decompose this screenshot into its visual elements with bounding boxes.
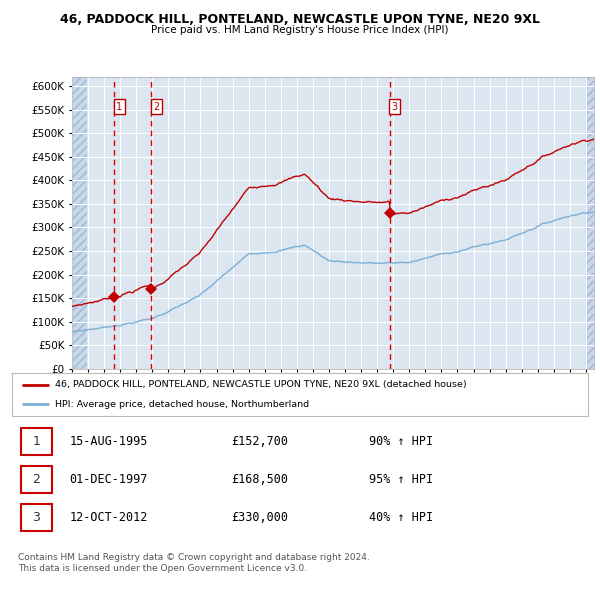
Text: 1: 1 — [116, 101, 122, 112]
Text: 95% ↑ HPI: 95% ↑ HPI — [369, 473, 433, 486]
Text: 40% ↑ HPI: 40% ↑ HPI — [369, 511, 433, 524]
Text: 15-AUG-1995: 15-AUG-1995 — [70, 435, 148, 448]
Text: 1: 1 — [32, 435, 40, 448]
Text: Price paid vs. HM Land Registry's House Price Index (HPI): Price paid vs. HM Land Registry's House … — [151, 25, 449, 35]
FancyBboxPatch shape — [20, 428, 52, 455]
Text: 90% ↑ HPI: 90% ↑ HPI — [369, 435, 433, 448]
Text: 3: 3 — [32, 511, 40, 524]
Text: £330,000: £330,000 — [231, 511, 288, 524]
FancyBboxPatch shape — [20, 466, 52, 493]
Text: 3: 3 — [392, 101, 398, 112]
Text: 46, PADDOCK HILL, PONTELAND, NEWCASTLE UPON TYNE, NE20 9XL: 46, PADDOCK HILL, PONTELAND, NEWCASTLE U… — [60, 13, 540, 26]
Text: 2: 2 — [153, 101, 159, 112]
FancyBboxPatch shape — [20, 504, 52, 530]
Text: Contains HM Land Registry data © Crown copyright and database right 2024.
This d: Contains HM Land Registry data © Crown c… — [18, 553, 370, 573]
Text: 46, PADDOCK HILL, PONTELAND, NEWCASTLE UPON TYNE, NE20 9XL (detached house): 46, PADDOCK HILL, PONTELAND, NEWCASTLE U… — [55, 381, 467, 389]
Bar — [72, 77, 87, 369]
Text: 12-OCT-2012: 12-OCT-2012 — [70, 511, 148, 524]
Text: £168,500: £168,500 — [231, 473, 288, 486]
Text: 01-DEC-1997: 01-DEC-1997 — [70, 473, 148, 486]
Text: 2: 2 — [32, 473, 40, 486]
Text: £152,700: £152,700 — [231, 435, 288, 448]
Text: HPI: Average price, detached house, Northumberland: HPI: Average price, detached house, Nort… — [55, 400, 310, 409]
Bar — [586, 77, 594, 369]
